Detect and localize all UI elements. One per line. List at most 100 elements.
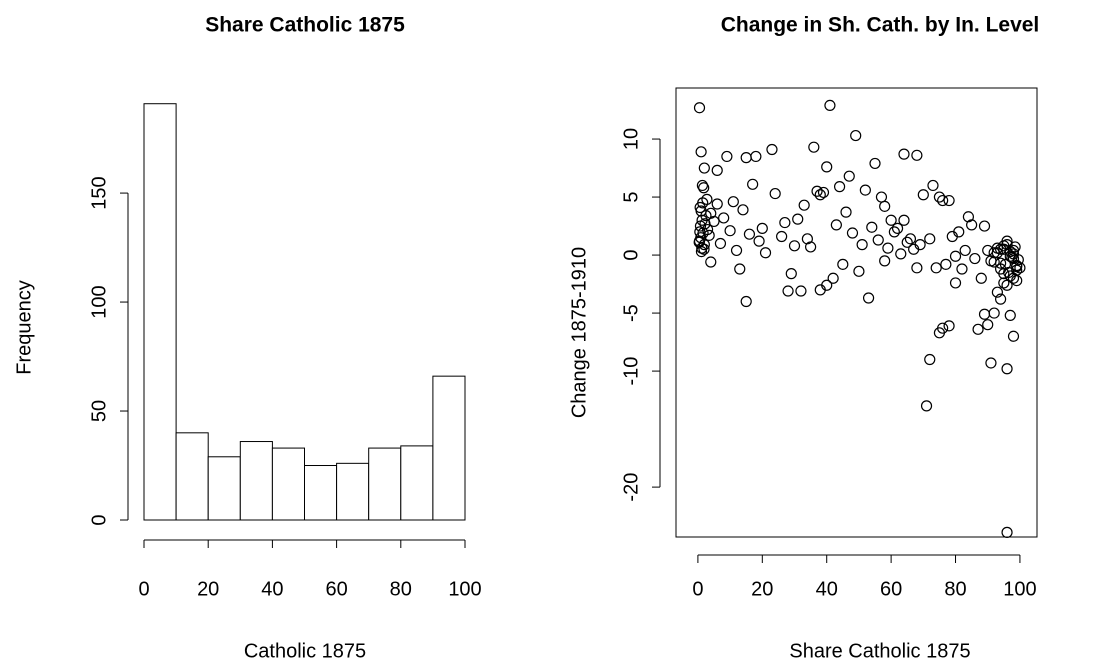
- x-tick-label: 80: [390, 578, 412, 600]
- point: [853, 265, 865, 277]
- y-tick-label: 5: [620, 191, 642, 202]
- point: [901, 236, 913, 248]
- point: [898, 214, 910, 226]
- x-tick-label: 60: [325, 578, 347, 600]
- point: [703, 229, 715, 241]
- point: [1007, 248, 1020, 260]
- point: [969, 252, 981, 265]
- point: [953, 226, 965, 238]
- point: [705, 256, 717, 268]
- point: [814, 189, 826, 201]
- point: [995, 293, 1007, 305]
- x-tick-label: 40: [261, 578, 283, 600]
- point: [756, 222, 768, 234]
- point: [998, 268, 1010, 280]
- point: [708, 215, 720, 228]
- y-tick-label: 50: [88, 400, 110, 422]
- point: [885, 214, 897, 226]
- point: [759, 247, 772, 259]
- x-tick-label: 80: [944, 578, 966, 600]
- point: [846, 227, 859, 239]
- point: [805, 241, 817, 253]
- point: [949, 250, 962, 262]
- plot-box: [675, 87, 1038, 538]
- point: [978, 220, 991, 232]
- x-tick-label: 0: [692, 578, 703, 600]
- y-tick-label: 0: [88, 514, 110, 525]
- point: [837, 258, 849, 270]
- point: [991, 286, 1003, 298]
- x-axis-label: Share Catholic 1875: [789, 640, 970, 662]
- point: [782, 285, 794, 297]
- point: [859, 184, 871, 196]
- point: [895, 248, 907, 260]
- x-tick-label: 100: [448, 578, 481, 600]
- point: [695, 146, 707, 158]
- point: [698, 162, 710, 174]
- bar: [143, 103, 177, 521]
- point: [1011, 259, 1023, 272]
- point: [982, 319, 994, 331]
- point: [898, 148, 910, 160]
- point: [696, 179, 709, 192]
- point: [933, 327, 946, 339]
- point: [995, 243, 1007, 255]
- point: [911, 262, 923, 274]
- point: [943, 194, 955, 207]
- point: [891, 222, 904, 234]
- point: [998, 277, 1010, 289]
- point: [985, 357, 997, 369]
- point: [959, 244, 971, 257]
- point: [924, 233, 936, 245]
- point: [821, 161, 833, 173]
- point: [943, 320, 955, 332]
- y-tick-label: -20: [620, 473, 642, 502]
- y-tick-label: 0: [620, 250, 642, 261]
- point: [872, 234, 884, 246]
- point: [817, 186, 830, 199]
- y-tick-label: 10: [620, 128, 642, 150]
- point: [840, 206, 852, 218]
- point: [1004, 309, 1016, 322]
- bar: [207, 456, 241, 521]
- point: [988, 307, 1000, 319]
- point: [869, 157, 881, 170]
- point: [779, 216, 791, 229]
- point: [711, 198, 723, 210]
- point: [830, 219, 842, 231]
- point: [982, 244, 994, 257]
- point: [737, 204, 749, 216]
- point: [811, 185, 823, 197]
- point: [988, 256, 1000, 268]
- x-axis-label: Catholic 1875: [244, 640, 366, 662]
- y-axis-label: Change 1875-1910: [568, 247, 590, 418]
- point: [833, 181, 846, 193]
- point: [798, 199, 810, 211]
- y-tick-label: 150: [88, 176, 110, 209]
- point: [711, 164, 723, 176]
- bar: [304, 465, 338, 521]
- point: [821, 279, 833, 291]
- bar: [432, 375, 466, 521]
- point: [808, 141, 820, 153]
- point: [1001, 526, 1013, 538]
- point: [850, 129, 862, 142]
- point: [882, 242, 894, 254]
- point: [940, 258, 952, 270]
- bar: [400, 445, 434, 521]
- point: [956, 263, 968, 275]
- point: [949, 277, 962, 289]
- point: [721, 150, 733, 163]
- point: [930, 262, 942, 274]
- point: [978, 308, 991, 320]
- point: [750, 150, 762, 163]
- point: [740, 152, 752, 164]
- x-tick-label: 20: [197, 578, 219, 600]
- y-tick-label: 100: [88, 285, 110, 318]
- x-tick-label: 100: [1003, 578, 1036, 600]
- point: [904, 233, 917, 245]
- point: [1011, 274, 1023, 287]
- point: [776, 230, 788, 243]
- point: [693, 102, 706, 114]
